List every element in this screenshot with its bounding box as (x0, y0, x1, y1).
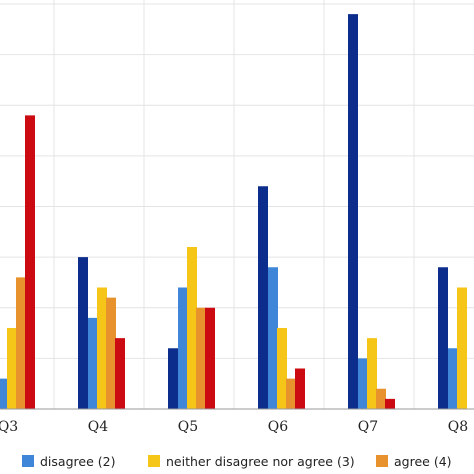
bar-q6-series-4 (286, 378, 296, 409)
bar-q7-series-1 (348, 14, 358, 409)
bar-q6-series-3 (277, 328, 287, 409)
bar-q6-series-1 (258, 186, 268, 409)
bar-q5-series-2 (178, 287, 188, 409)
bar-q3-series-5 (25, 115, 35, 409)
bar-q4-series-4 (106, 297, 116, 409)
bar-q8-series-2 (448, 348, 458, 409)
x-tick-label: Q7 (358, 419, 378, 435)
bar-q7-series-3 (367, 338, 377, 409)
bar-q4-series-3 (97, 287, 107, 409)
legend-swatch (148, 455, 160, 467)
bar-q8-series-3 (457, 287, 467, 409)
bar-q7-series-4 (376, 388, 386, 409)
legend-label: disagree (2) (40, 454, 115, 469)
x-tick-label: Q5 (178, 419, 198, 435)
bar-q8-series-1 (438, 267, 448, 409)
x-tick-label: Q6 (268, 419, 288, 435)
bar-q7-series-5 (385, 398, 395, 409)
bar-q4-series-2 (88, 317, 98, 409)
x-tick-label: Q4 (88, 419, 108, 435)
bars (0, 14, 467, 409)
legend-label: neither disagree nor agree (3) (166, 454, 355, 469)
bar-q5-series-4 (196, 307, 206, 409)
x-tick-label: Q3 (0, 419, 18, 435)
bar-q5-series-1 (168, 348, 178, 409)
legend-label: agree (4) (394, 454, 452, 469)
bar-q6-series-5 (295, 368, 305, 409)
legend: disagree (2) neither disagree nor agree (… (22, 454, 452, 469)
bar-q4-series-5 (115, 338, 125, 409)
x-tick-label: Q8 (448, 419, 468, 435)
bar-q4-series-1 (78, 257, 88, 409)
bar-q5-series-5 (205, 307, 215, 409)
legend-swatch (376, 455, 388, 467)
bar-q3-series-3 (7, 328, 17, 409)
grid-lines (0, 0, 474, 409)
bar-q3-series-2 (0, 378, 8, 409)
x-tick-labels: Q3 Q4 Q5 Q6 Q7 Q8 (0, 419, 468, 435)
bar-q7-series-2 (358, 358, 368, 409)
bar-q5-series-3 (187, 247, 197, 409)
bar-q3-series-4 (16, 277, 26, 409)
legend-swatch (22, 455, 34, 467)
bar-q6-series-2 (268, 267, 278, 409)
